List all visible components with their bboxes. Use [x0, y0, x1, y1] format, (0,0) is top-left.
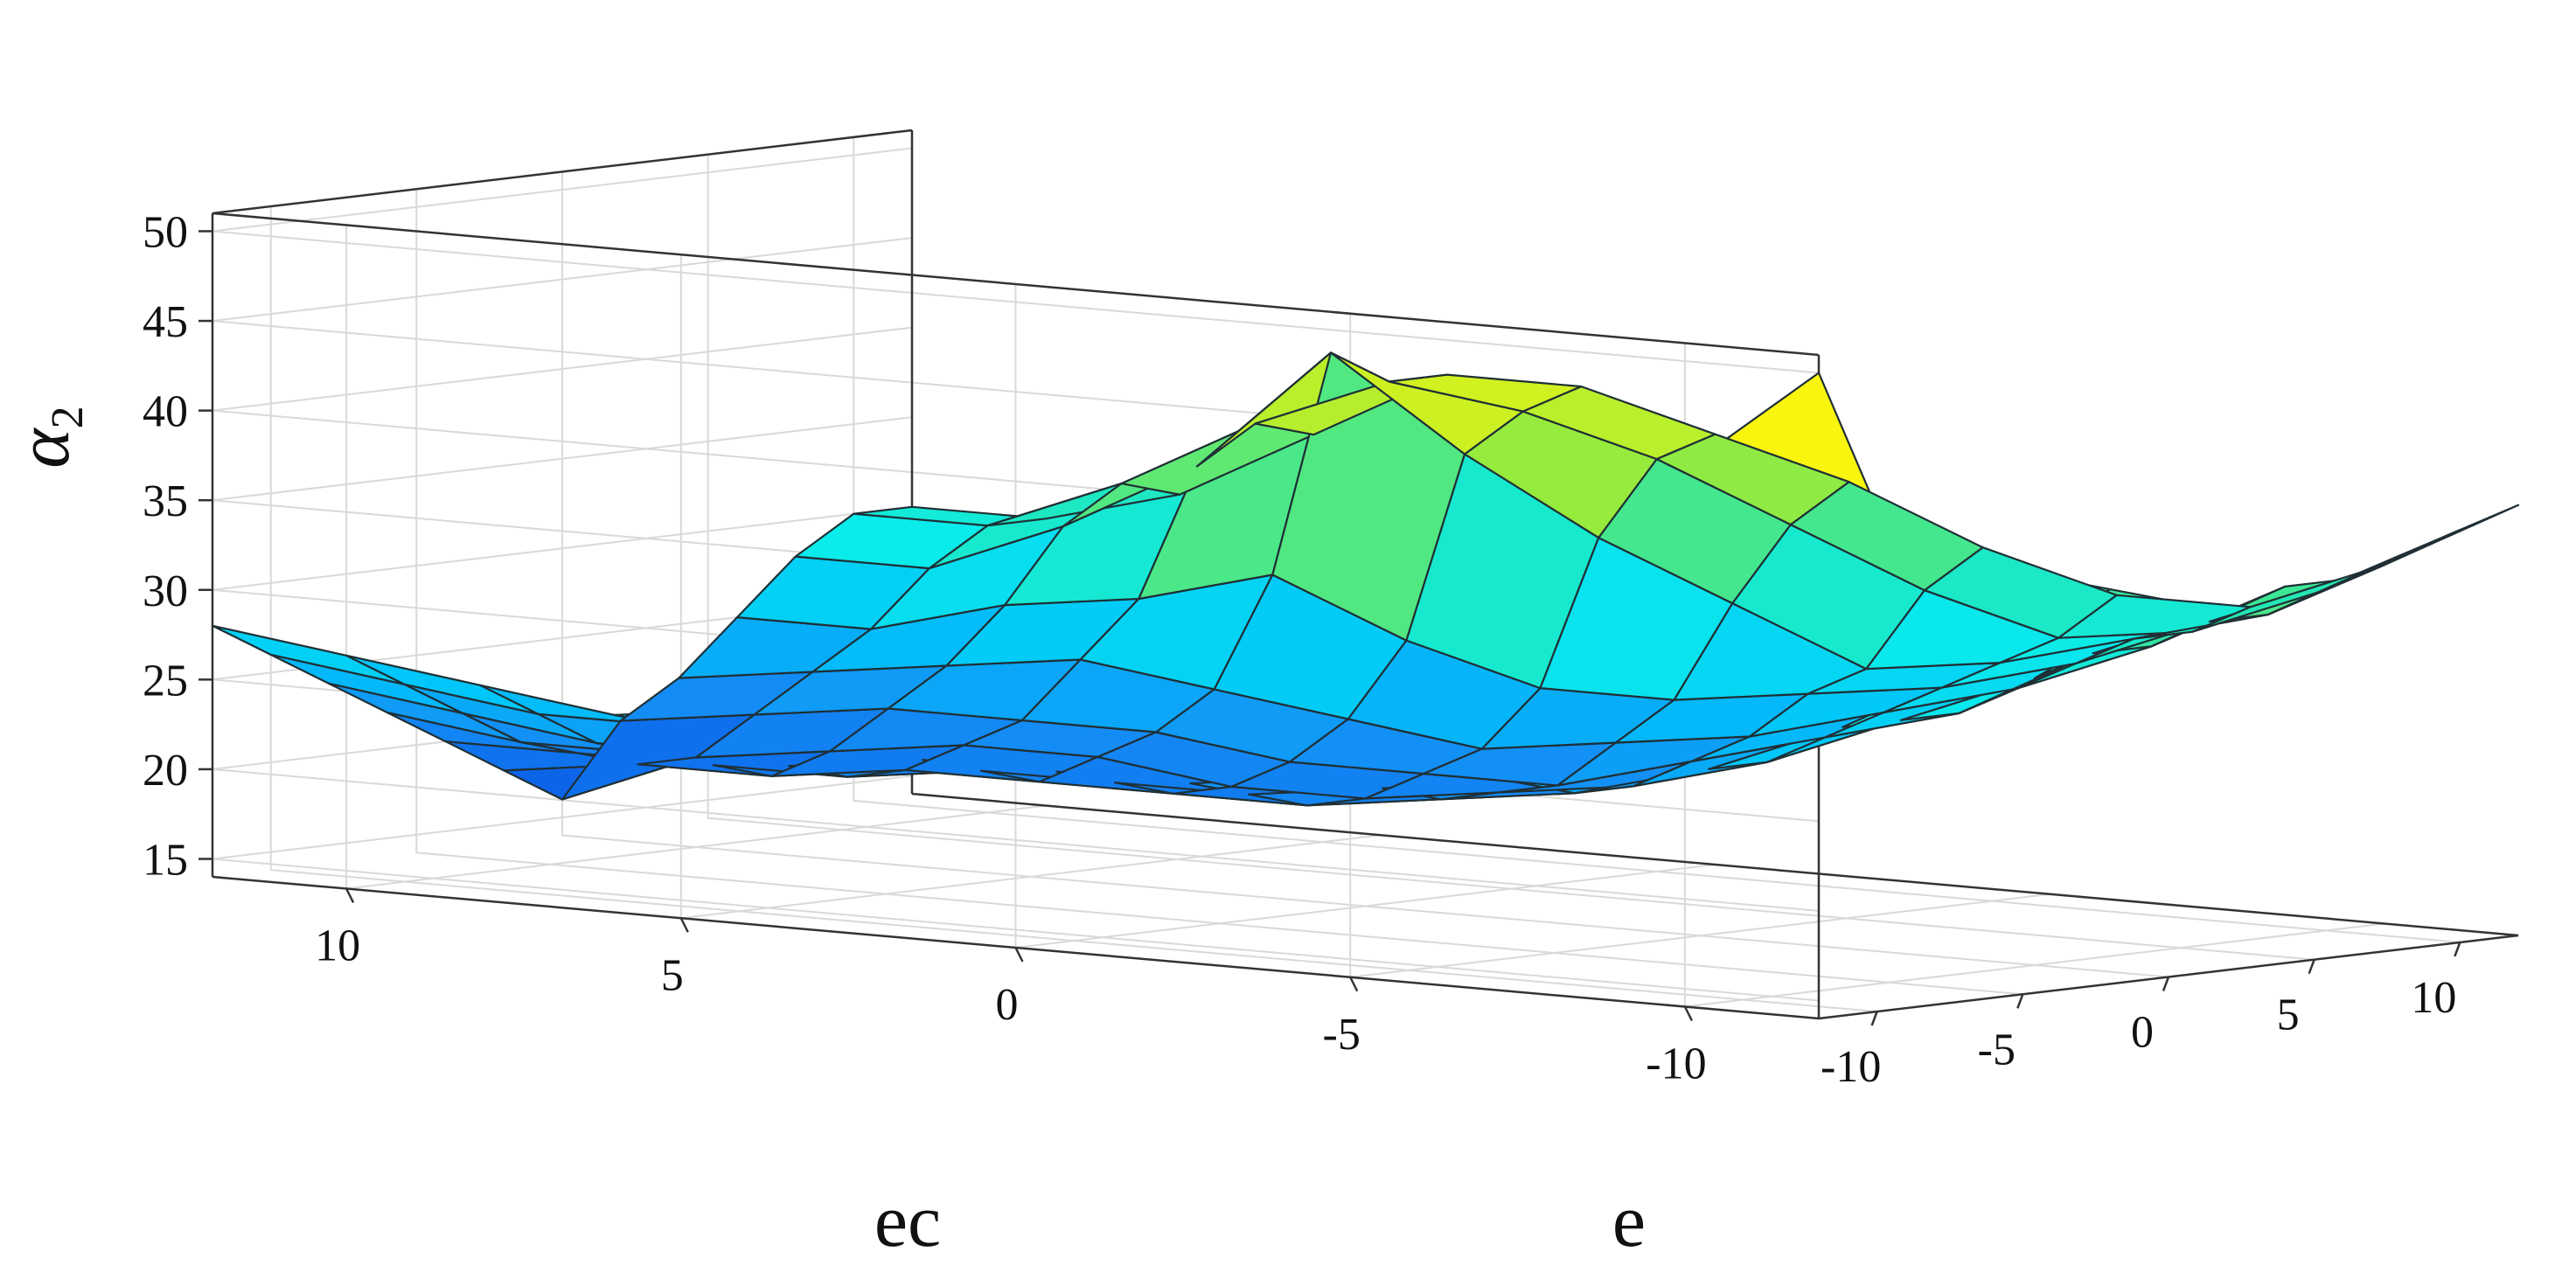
axis-box-edge — [212, 129, 913, 215]
x-grid-line — [707, 154, 2315, 961]
y-tick-label: 10 — [315, 921, 360, 971]
svg-text:α2: α2 — [1, 406, 93, 468]
x-tick-mark — [2016, 993, 2024, 1009]
axis-box-edge — [212, 212, 1820, 357]
y-tick-mark — [345, 887, 355, 904]
x-tick-mark — [2308, 959, 2315, 975]
x-tick-label: 10 — [2411, 973, 2456, 1023]
y-tick-label: -5 — [1323, 1010, 1361, 1060]
y-tick-label: 0 — [996, 980, 1019, 1030]
y-tick-label: 5 — [661, 950, 684, 1000]
y-tick-mark — [1683, 1005, 1694, 1022]
x-tick-label: 0 — [2131, 1008, 2154, 1058]
z-tick-label: 15 — [143, 835, 188, 885]
z-axis-label-symbol: α — [1, 427, 85, 469]
z-tick-label: 35 — [143, 476, 188, 526]
z-axis-label: α2 — [1, 406, 93, 468]
x-axis-label: e — [1612, 1178, 1646, 1262]
y-axis-label: ec — [874, 1178, 941, 1262]
z-tick-label: 20 — [143, 746, 188, 796]
tick-labels: 15 20 25 30 35 40 45 50 -10 -5 0 5 10 -10 -5 0 5 10 — [143, 207, 2461, 1092]
y-tick-mark — [679, 917, 689, 933]
surface-patch — [2325, 504, 2520, 591]
y-tick-label: -10 — [1646, 1039, 1706, 1089]
x-tick-mark — [1870, 1011, 1878, 1026]
x-tick-label: -5 — [1978, 1025, 2016, 1074]
x-grid-line — [853, 136, 2461, 943]
z-tick-label: 45 — [143, 297, 188, 347]
z-axis-label-subscript: 2 — [43, 406, 93, 428]
z-tick-label: 40 — [143, 387, 188, 437]
y-tick-mark — [1014, 947, 1024, 963]
x-tick-label: 5 — [2277, 990, 2300, 1040]
axis-box-edge — [911, 792, 2519, 937]
z-tick-label: 25 — [143, 656, 188, 706]
x-grid-line — [415, 189, 2023, 996]
x-tick-label: -10 — [1821, 1042, 1881, 1092]
surface-mesh — [211, 351, 2520, 807]
y-tick-mark — [1349, 977, 1359, 992]
x-grid-line — [561, 171, 2169, 978]
z-tick-label: 30 — [143, 566, 188, 616]
x-tick-mark — [2454, 942, 2461, 957]
x-grid-line — [269, 206, 1877, 1013]
x-tick-mark — [2162, 977, 2170, 991]
z-tick-label: 50 — [143, 207, 188, 257]
